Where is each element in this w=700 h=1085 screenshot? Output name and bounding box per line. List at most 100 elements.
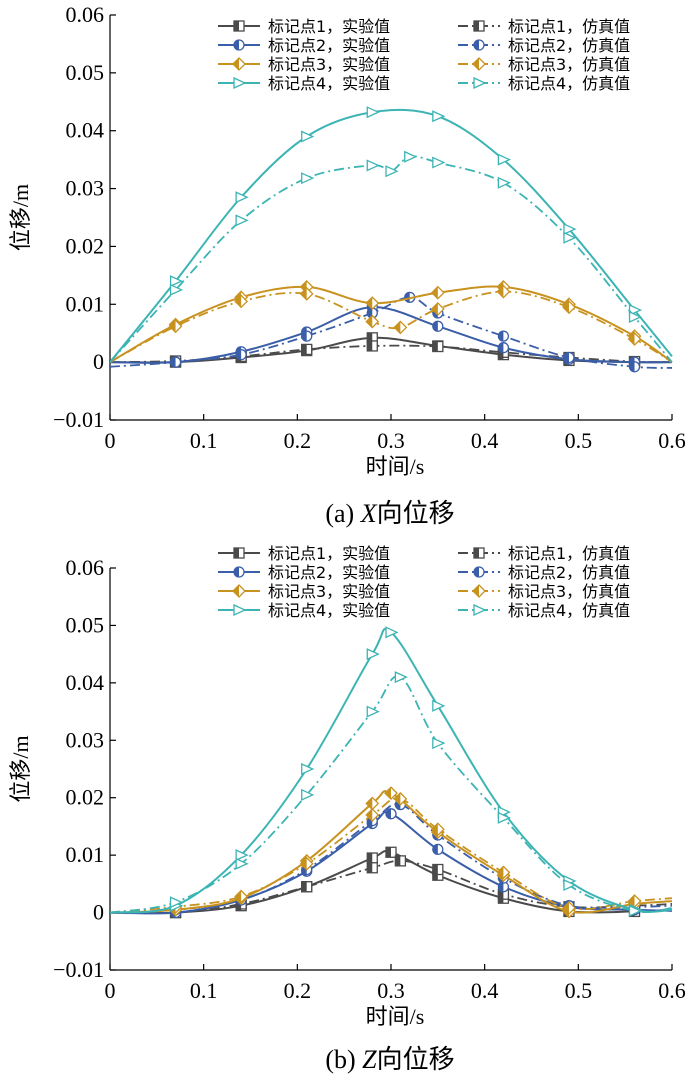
y-tick-label: 0.06 (66, 2, 105, 27)
x-tick-label: 0.1 (190, 428, 218, 453)
legend-item: 标记点2，实验值 (218, 563, 390, 582)
series-line (110, 108, 673, 363)
data-point (366, 705, 380, 718)
data-point (301, 343, 313, 356)
data-point (234, 294, 249, 309)
legend-marker (473, 566, 485, 578)
data-point (235, 214, 249, 227)
legend-label: 标记点4，仿真值 (508, 601, 630, 620)
data-point (393, 320, 408, 335)
x-tick-label: 0.4 (471, 428, 499, 453)
caption-prefix: (b) (325, 1045, 362, 1074)
series-line (110, 811, 673, 915)
data-point (235, 348, 247, 361)
legend-label: 标记点3，实验值 (268, 55, 390, 74)
legend-marker (233, 20, 245, 32)
data-point (301, 172, 315, 185)
series-2 (110, 340, 673, 368)
y-axis-label: 位移/m (8, 735, 33, 802)
legend-item: 标记点1，实验值 (218, 544, 390, 563)
legend-item: 标记点2，实验值 (218, 36, 390, 55)
series-8 (110, 150, 673, 363)
data-point (394, 855, 407, 867)
data-point (432, 737, 446, 750)
legend-marker (233, 566, 245, 578)
y-tick-label: 0.05 (66, 60, 105, 85)
x-tick-label: 0.5 (565, 428, 593, 453)
legend-item: 标记点3，仿真值 (458, 55, 630, 74)
y-tick-label: 0.01 (66, 842, 105, 867)
data-point (497, 342, 510, 354)
x-tick-label: 0 (105, 428, 116, 453)
data-point (404, 150, 418, 163)
series-line (110, 155, 673, 363)
data-point (299, 856, 314, 871)
data-point (301, 788, 315, 801)
y-tick-label: 0.05 (66, 612, 105, 637)
data-point (365, 314, 380, 329)
legend-marker (232, 57, 246, 71)
data-point (235, 849, 249, 862)
data-point (430, 822, 445, 837)
legend-label: 标记点4，仿真值 (508, 74, 630, 93)
legend-marker (233, 39, 245, 51)
legend-item: 标记点2，仿真值 (458, 36, 630, 55)
legend-label: 标记点3，仿真值 (508, 55, 630, 74)
data-point (432, 110, 446, 123)
series-line (110, 344, 673, 364)
x-tick-label: 0.3 (377, 978, 405, 1003)
legend-marker (473, 39, 485, 51)
data-point (169, 896, 184, 909)
series-7 (110, 626, 673, 916)
legend-label: 标记点4，实验值 (268, 74, 390, 93)
data-point (301, 130, 315, 143)
y-tick-label: 0 (93, 900, 104, 925)
legend-marker (233, 547, 245, 559)
data-point (628, 904, 643, 917)
data-point (169, 283, 184, 296)
data-point (301, 330, 313, 342)
data-point (497, 811, 511, 824)
y-tick-label: 0.01 (66, 291, 105, 316)
series-line (110, 850, 673, 915)
legend-marker (472, 57, 486, 71)
data-point (301, 762, 315, 776)
data-point (496, 284, 511, 299)
data-point (385, 846, 397, 858)
legend-label: 标记点2，实验值 (268, 36, 390, 55)
data-point (432, 156, 446, 169)
legend-item: 标记点1，实验值 (218, 17, 390, 36)
legend-marker (233, 603, 247, 617)
series-4 (110, 291, 673, 373)
x-tick-label: 0.6 (658, 978, 686, 1003)
legend-label: 标记点1，仿真值 (508, 544, 630, 563)
data-point (385, 626, 399, 639)
legend-marker (473, 547, 485, 559)
data-point (432, 340, 444, 353)
legend-marker (472, 584, 486, 598)
legend-item: 标记点4，实验值 (218, 74, 390, 93)
legend-item: 标记点1，仿真值 (458, 17, 630, 36)
data-point (393, 791, 408, 806)
series-line (110, 675, 673, 914)
data-point (366, 106, 380, 119)
legend-label: 标记点1，仿真值 (508, 17, 630, 36)
y-tick-label: 0.03 (66, 727, 105, 752)
legend-label: 标记点4，实验值 (268, 601, 390, 620)
data-point (365, 808, 380, 822)
data-point (563, 231, 577, 244)
legend-item: 标记点4，仿真值 (458, 601, 630, 620)
legend-item: 标记点3，实验值 (218, 55, 390, 74)
data-point (430, 301, 445, 316)
y-tick-label: 0.06 (66, 555, 105, 580)
data-point (168, 319, 183, 334)
legend-item: 标记点3，仿真值 (458, 582, 630, 601)
legend-item: 标记点2，仿真值 (458, 563, 630, 582)
legend-marker (473, 76, 487, 90)
figure-caption: (b) Z向位移 (325, 1045, 454, 1074)
y-axis-label: 位移/m (8, 184, 33, 251)
